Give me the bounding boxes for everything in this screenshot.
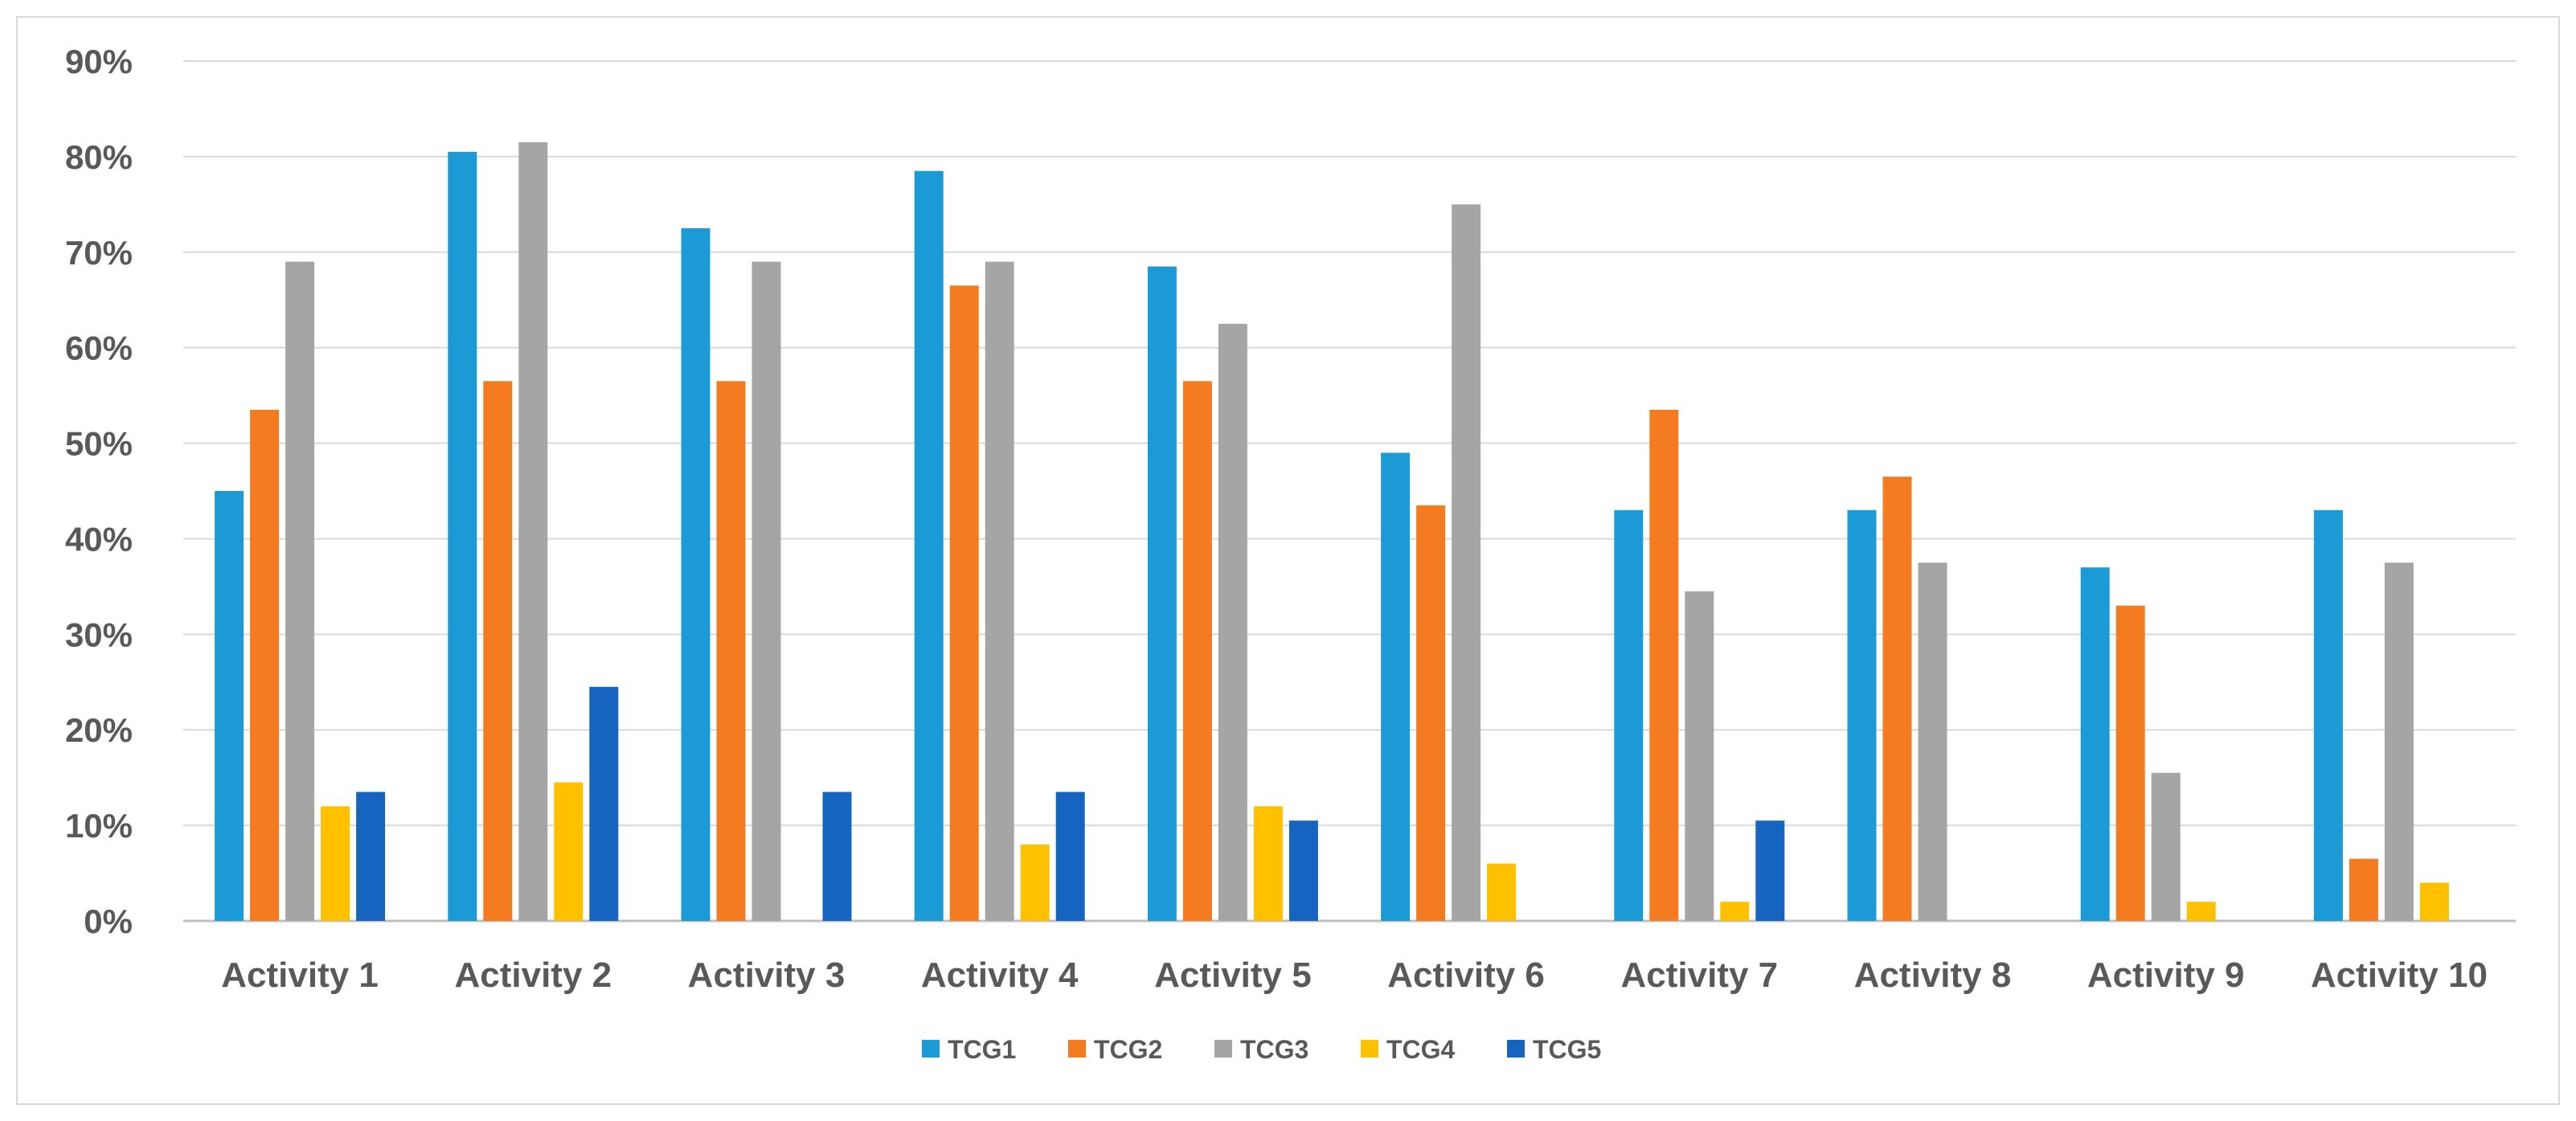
bar-tcg1-7 xyxy=(1614,509,1644,921)
bars xyxy=(215,142,2449,922)
bar-tcg2-5 xyxy=(1182,381,1212,921)
bar-tcg4-4 xyxy=(1020,844,1050,921)
y-tick-label: 70% xyxy=(65,234,133,272)
bar-tcg3-5 xyxy=(1218,323,1247,921)
bar-tcg5-1 xyxy=(356,792,386,921)
bar-tcg5-7 xyxy=(1755,820,1785,921)
y-tick-label: 0% xyxy=(84,902,133,940)
bar-tcg2-6 xyxy=(1416,505,1446,921)
legend-label-tcg1: TCG1 xyxy=(948,1035,1016,1064)
y-tick-label: 40% xyxy=(65,520,133,558)
bar-tcg3-7 xyxy=(1685,591,1714,921)
bar-tcg4-1 xyxy=(321,806,350,921)
bar-tcg2-3 xyxy=(716,381,746,921)
bar-tcg2-2 xyxy=(483,381,513,921)
y-tick-label: 60% xyxy=(65,329,133,367)
legend-label-tcg4: TCG4 xyxy=(1386,1035,1456,1064)
y-axis-ticks: 0% 10% 20% 30% 40% 50% 60% 70% 80% 90% xyxy=(65,43,133,940)
y-tick-label: 80% xyxy=(65,138,133,176)
x-category-label: Activity 3 xyxy=(688,955,846,995)
bar-tcg3-2 xyxy=(518,142,548,922)
bar-tcg1-8 xyxy=(1847,509,1877,921)
x-category-label: Activity 8 xyxy=(1854,955,2012,995)
bar-tcg1-2 xyxy=(448,151,477,921)
y-tick-label: 50% xyxy=(65,425,133,463)
bar-tcg5-3 xyxy=(822,792,852,921)
x-category-label: Activity 9 xyxy=(2087,955,2245,995)
y-tick-label: 20% xyxy=(65,711,133,749)
bar-tcg3-1 xyxy=(285,261,315,922)
bar-tcg4-5 xyxy=(1253,806,1283,921)
y-tick-label: 10% xyxy=(65,807,133,845)
bar-tcg5-5 xyxy=(1288,820,1318,921)
bar-tcg1-9 xyxy=(2080,567,2110,921)
bar-tcg4-2 xyxy=(554,782,584,921)
bar-tcg2-8 xyxy=(1882,477,1912,921)
x-category-label: Activity 1 xyxy=(221,955,379,995)
legend-label-tcg3: TCG3 xyxy=(1240,1035,1308,1064)
bar-tcg2-10 xyxy=(2349,858,2378,921)
bar-tcg2-7 xyxy=(1649,409,1679,921)
bar-tcg3-8 xyxy=(1918,563,1947,921)
x-category-label: Activity 4 xyxy=(921,955,1079,995)
bar-tcg1-4 xyxy=(914,170,944,921)
bar-tcg1-10 xyxy=(2313,509,2343,921)
legend-swatch-tcg2 xyxy=(1068,1040,1086,1058)
bar-tcg2-4 xyxy=(949,285,979,921)
bar-tcg2-1 xyxy=(250,409,280,921)
bar-tcg3-6 xyxy=(1452,204,1481,922)
bar-tcg3-9 xyxy=(2151,772,2181,921)
legend-label-tcg5: TCG5 xyxy=(1533,1035,1601,1064)
bar-tcg1-5 xyxy=(1147,266,1177,922)
x-axis-labels: Activity 1 Activity 2 Activity 3 Activity 4… xyxy=(221,955,2488,995)
y-tick-label: 30% xyxy=(65,616,133,653)
legend-swatch-tcg5 xyxy=(1507,1040,1525,1058)
bar-tcg3-4 xyxy=(985,261,1014,922)
bar-tcg4-7 xyxy=(1720,902,1750,921)
bar-tcg3-3 xyxy=(752,261,781,922)
bar-tcg5-2 xyxy=(589,686,619,921)
bar-tcg1-1 xyxy=(215,491,244,921)
x-category-label: Activity 10 xyxy=(2311,955,2488,995)
x-category-label: Activity 5 xyxy=(1154,955,1312,995)
legend-label-tcg2: TCG2 xyxy=(1094,1035,1162,1064)
legend-swatch-tcg4 xyxy=(1361,1040,1378,1058)
legend: TCG1 TCG2 TCG3 TCG4 TCG5 xyxy=(922,1035,1601,1064)
x-category-label: Activity 2 xyxy=(454,955,612,995)
bar-tcg5-4 xyxy=(1055,792,1085,921)
chart-frame xyxy=(16,16,2560,1105)
bar-tcg4-6 xyxy=(1487,863,1517,921)
x-category-label: Activity 6 xyxy=(1387,955,1545,995)
bar-tcg3-10 xyxy=(2384,563,2414,921)
bar-tcg4-10 xyxy=(2419,882,2449,921)
legend-swatch-tcg1 xyxy=(922,1040,940,1058)
bar-tcg1-6 xyxy=(1381,452,1411,921)
legend-swatch-tcg3 xyxy=(1214,1040,1232,1058)
bar-tcg4-9 xyxy=(2186,902,2216,921)
y-tick-label: 90% xyxy=(65,43,133,80)
bar-tcg2-9 xyxy=(2115,605,2145,921)
x-category-label: Activity 7 xyxy=(1620,955,1778,995)
bar-tcg1-3 xyxy=(681,228,711,921)
